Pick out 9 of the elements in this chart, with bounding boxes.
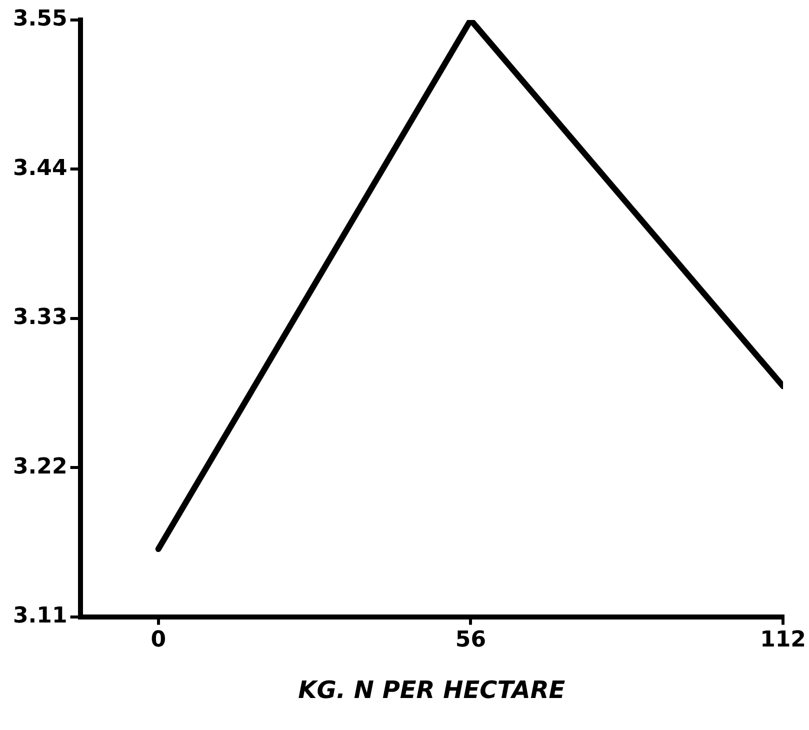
x-tick-label: 0	[150, 628, 166, 653]
y-tick-label: 3.33	[13, 305, 68, 330]
y-tick-label: 3.22	[13, 454, 68, 480]
x-axis-title: KG. N PER HECTARE	[298, 676, 566, 704]
y-tick-label: 3.55	[13, 6, 68, 32]
x-tick-label: 56	[455, 628, 486, 653]
y-tick-label: 3.44	[13, 156, 68, 181]
y-tick-label: 3.11	[13, 604, 68, 629]
x-tick-label: 112	[760, 628, 806, 653]
